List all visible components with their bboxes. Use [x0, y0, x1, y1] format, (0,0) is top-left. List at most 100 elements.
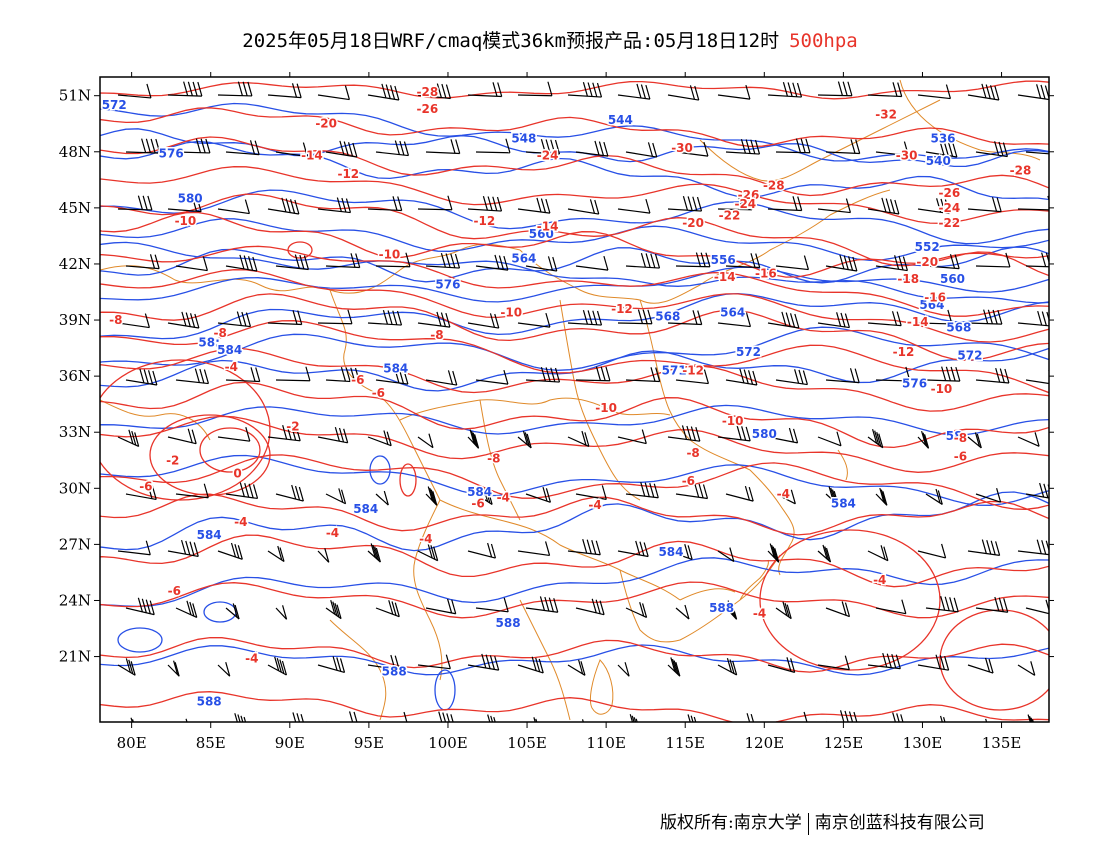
wind-barb — [1017, 84, 1049, 101]
temperature-contour-label: -6 — [471, 496, 484, 510]
wind-barb — [525, 596, 559, 613]
wind-barb — [175, 256, 208, 272]
height-contour-label: 572 — [102, 98, 127, 112]
temperature-contour-line — [100, 166, 1049, 224]
wind-barb — [475, 138, 511, 154]
wind-barb — [817, 655, 850, 671]
temperature-contour-label: -10 — [379, 248, 401, 262]
wind-barb — [867, 197, 900, 215]
wind-barb — [525, 486, 551, 503]
wind-barb — [317, 427, 349, 444]
wind-barb — [917, 309, 953, 325]
wind-barb — [276, 712, 304, 722]
wind-barb — [575, 485, 607, 500]
height-contour-label: 540 — [926, 154, 951, 168]
wind-barb — [217, 199, 250, 215]
temperature-contour-label: -10 — [175, 214, 197, 228]
wind-barb — [225, 367, 261, 383]
wind-barb — [625, 253, 661, 269]
wind-barb — [267, 310, 303, 326]
wind-barb — [417, 654, 451, 670]
height-contour-label: 564 — [511, 251, 536, 265]
wind-barb — [825, 254, 858, 272]
wind-barb — [917, 543, 947, 559]
wind-barb — [675, 252, 711, 268]
temperature-contour-label: -10 — [595, 401, 617, 415]
wind-barb — [217, 542, 243, 560]
wind-barb — [767, 427, 799, 444]
temperature-contour-closed — [939, 609, 1049, 711]
wind-barb — [217, 81, 253, 97]
wind-barb — [767, 82, 803, 98]
wind-barb — [967, 432, 982, 449]
wind-barb — [667, 196, 703, 212]
height-contour-label: 576 — [902, 377, 927, 391]
wind-barb — [517, 430, 532, 449]
temperature-contour-label: -20 — [916, 255, 938, 269]
wind-barb — [667, 657, 681, 677]
height-contour-line — [100, 292, 1049, 340]
wind-barb — [567, 539, 601, 556]
wind-barb — [825, 139, 861, 155]
temperature-contour-line — [100, 293, 1049, 362]
wind-barb — [417, 195, 453, 211]
wind-barb — [117, 540, 151, 556]
temperature-contour-line — [100, 534, 1049, 588]
wind-barb — [725, 485, 754, 502]
wind-barb — [617, 83, 651, 100]
height-contour-label: 536 — [930, 132, 955, 146]
temperature-contour-line — [100, 347, 1049, 412]
map-title: 2025年05月18日WRF/cmaq模式36km预报产品:05月18日12时 5… — [0, 26, 1100, 53]
height-contour-label: 584 — [383, 362, 408, 376]
temperature-contour-label: -12 — [682, 364, 704, 378]
height-contour-label: 580 — [752, 427, 777, 441]
temperature-contour-label: -6 — [351, 373, 364, 387]
lat-tick-label: 24N — [59, 591, 91, 609]
wind-barb — [967, 309, 1003, 325]
wind-barb — [817, 198, 852, 214]
wind-barb — [975, 488, 1002, 503]
wind-barb — [425, 139, 461, 155]
wind-barb — [117, 195, 153, 211]
temperature-contour-label: -24 — [939, 201, 961, 215]
wind-barb — [225, 603, 240, 620]
wind-barb — [725, 253, 761, 269]
wind-barb — [417, 433, 434, 449]
wind-barb — [217, 311, 252, 328]
temperature-contour-label: -10 — [931, 382, 953, 396]
temperature-contour-label: -4 — [419, 532, 432, 546]
temperature-contour-line — [100, 454, 1049, 510]
height-contour-label: 588 — [709, 601, 734, 615]
wind-barb — [717, 84, 751, 100]
wind-barb — [475, 369, 509, 385]
temperature-contour-label: -20 — [315, 117, 337, 131]
temperature-contour-label: -22 — [939, 216, 961, 230]
wind-barb — [617, 429, 647, 445]
height-contour-label: 572 — [957, 349, 982, 363]
temperature-contour-label: -26 — [738, 188, 760, 202]
wind-barb — [1026, 714, 1034, 722]
height-contour-label: 568 — [655, 309, 680, 323]
temperature-contour-label: -4 — [497, 491, 510, 505]
lon-tick-label: 105E — [507, 734, 547, 752]
wind-barb — [567, 310, 603, 326]
wind-barb — [325, 600, 342, 620]
wind-barb — [867, 429, 884, 449]
wind-barb — [317, 309, 353, 325]
lat-tick-label: 36N — [59, 367, 91, 385]
temperature-contour-label: -14 — [907, 315, 929, 329]
lat-tick-label: 21N — [59, 648, 91, 666]
height-contour-label: 556 — [711, 253, 736, 267]
wind-barb — [375, 600, 400, 618]
wind-barb — [975, 252, 1011, 268]
wind-barb — [767, 311, 800, 329]
wind-barb — [375, 140, 410, 157]
temperature-contour-closed — [759, 529, 941, 671]
wind-barb — [975, 596, 1009, 613]
wind-barb — [467, 542, 497, 559]
wind-barb — [167, 539, 199, 558]
wind-barb — [875, 255, 908, 272]
wind-barb — [125, 597, 155, 616]
temperature-contour-line — [100, 691, 1049, 722]
